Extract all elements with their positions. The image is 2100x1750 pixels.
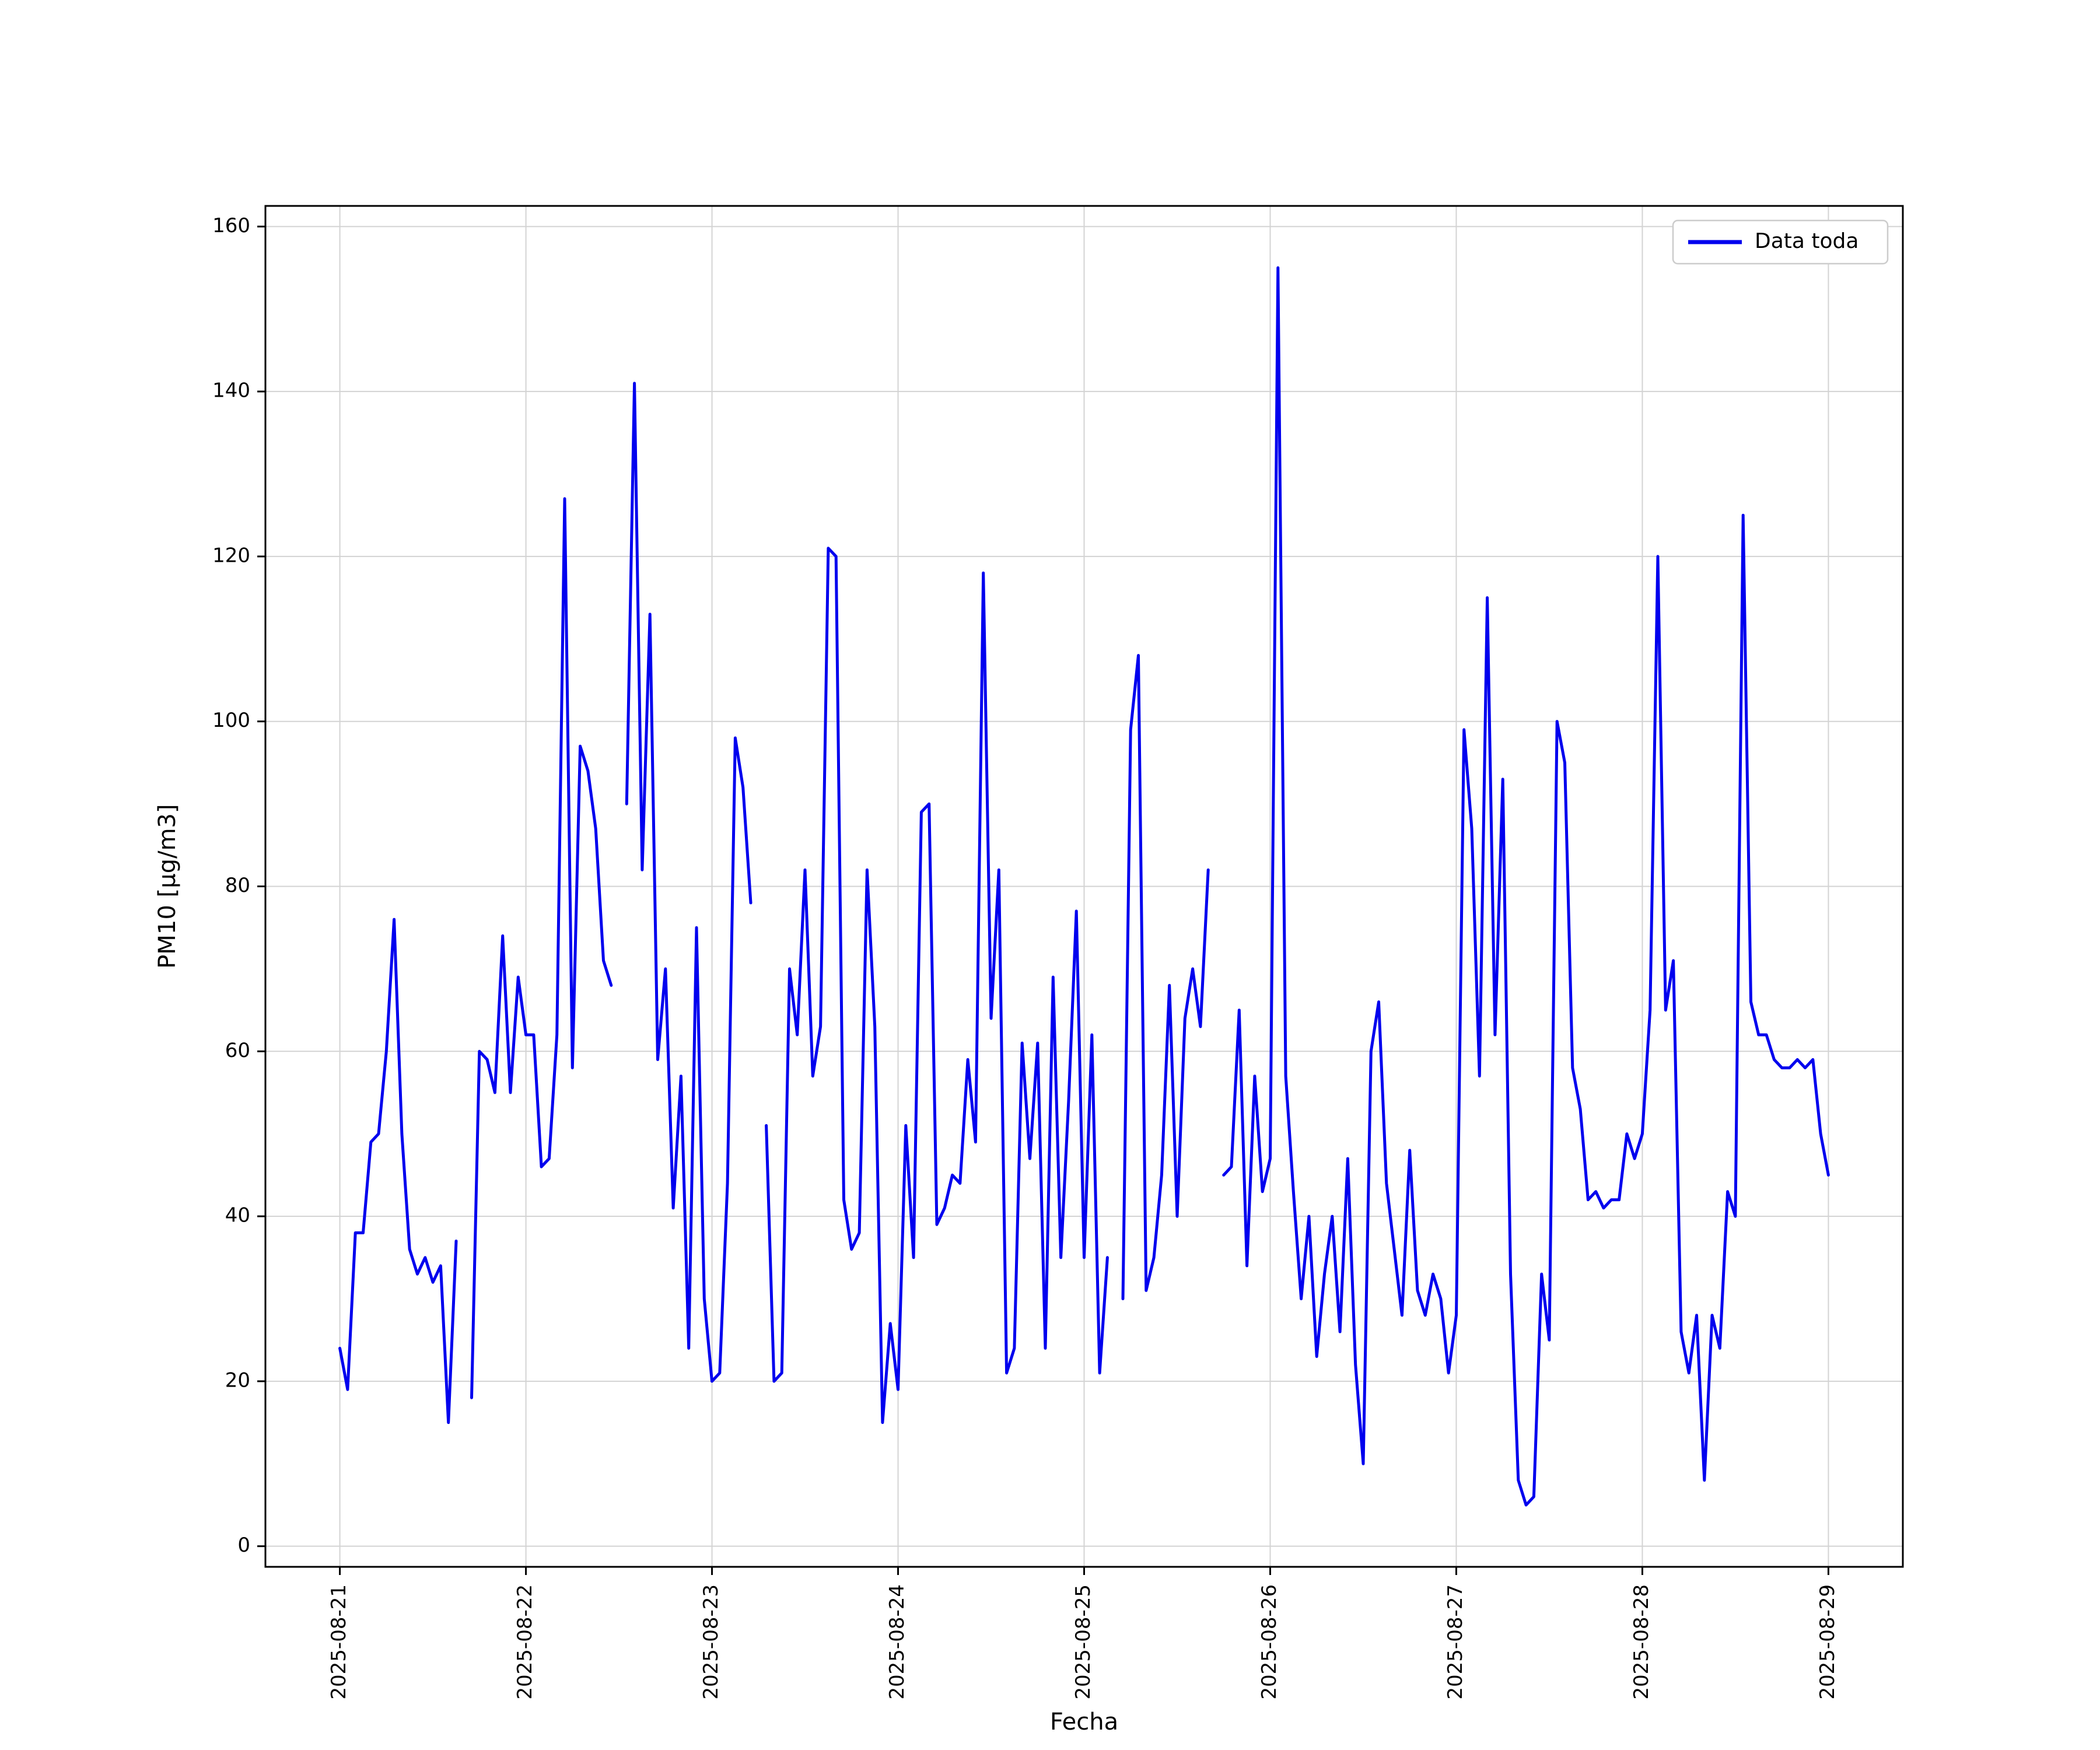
- y-tick-label: 0: [237, 1534, 250, 1557]
- data-series-line: [338, 266, 1830, 1507]
- x-tick-label: 2025-08-27: [1444, 1584, 1467, 1700]
- legend-label: Data toda: [1755, 229, 1859, 253]
- plot-border: [264, 205, 1904, 1568]
- y-axis-label: PM10 [μg/m3]: [154, 804, 181, 968]
- legend-box: [1672, 219, 1889, 265]
- y-tick-label: 40: [225, 1204, 250, 1227]
- y-tick-label: 100: [212, 709, 250, 732]
- x-tick-label: 2025-08-24: [886, 1584, 909, 1700]
- x-tick-label: 2025-08-21: [327, 1584, 351, 1700]
- y-tick-label: 20: [225, 1368, 250, 1392]
- x-axis-label: Fecha: [1050, 1709, 1118, 1735]
- x-tick-label: 2025-08-25: [1072, 1584, 1095, 1700]
- x-tick-label: 2025-08-22: [513, 1584, 537, 1700]
- y-tick-label: 120: [212, 544, 250, 567]
- x-tick-label: 2025-08-29: [1816, 1584, 1839, 1700]
- y-tick-label: 80: [225, 874, 250, 897]
- y-tick-label: 160: [212, 214, 250, 237]
- y-tick-label: 60: [225, 1039, 250, 1062]
- x-tick-label: 2025-08-23: [699, 1584, 723, 1700]
- x-tick-label: 2025-08-26: [1258, 1584, 1281, 1700]
- x-tick-label: 2025-08-28: [1630, 1584, 1653, 1700]
- y-tick-label: 140: [212, 379, 250, 402]
